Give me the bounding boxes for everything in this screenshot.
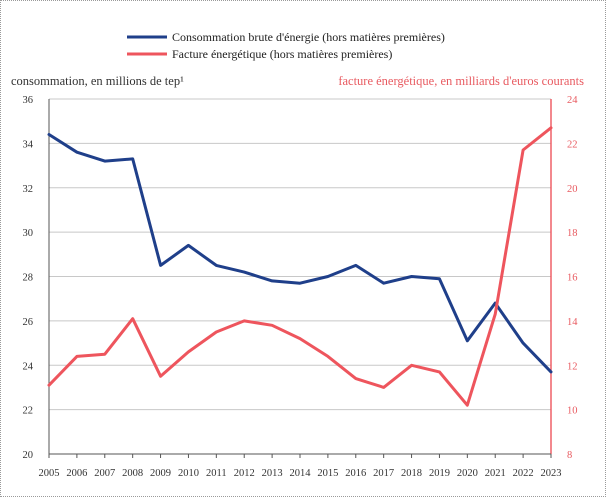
x-tick-label: 2007 bbox=[94, 468, 115, 479]
y-tick-left: 36 bbox=[23, 95, 34, 106]
y-tick-left: 26 bbox=[23, 317, 34, 328]
y-tick-right: 16 bbox=[567, 273, 578, 284]
series-line-facture bbox=[47, 126, 553, 407]
y-tick-left: 28 bbox=[23, 273, 34, 284]
x-tick-label: 2021 bbox=[485, 468, 506, 479]
x-tick-label: 2014 bbox=[290, 468, 312, 479]
series-lines bbox=[47, 126, 553, 407]
y-tick-right: 20 bbox=[567, 184, 578, 195]
legend: Consommation brute d'énergie (hors matiè… bbox=[127, 30, 445, 61]
x-tick-label: 2012 bbox=[234, 468, 255, 479]
y-axis-left-title: consommation, en millions de tep¹ bbox=[11, 74, 184, 88]
x-tick-label: 2023 bbox=[541, 468, 562, 479]
x-tick-label: 2016 bbox=[345, 468, 366, 479]
axes bbox=[48, 99, 552, 458]
x-tick-label: 2006 bbox=[66, 468, 87, 479]
y-tick-left: 34 bbox=[23, 139, 34, 150]
gridlines bbox=[49, 98, 551, 455]
x-tick-label: 2011 bbox=[206, 468, 227, 479]
series-line-consommation bbox=[47, 133, 553, 374]
x-tick-label: 2010 bbox=[178, 468, 199, 479]
x-tick-label: 2015 bbox=[317, 468, 338, 479]
y-tick-left: 24 bbox=[23, 361, 34, 372]
legend-label-facture: Facture énergétique (hors matières premi… bbox=[172, 47, 392, 61]
y-tick-right: 22 bbox=[567, 139, 578, 150]
y-tick-left: 20 bbox=[23, 450, 34, 461]
y-tick-left: 32 bbox=[23, 184, 34, 195]
y-tick-right: 10 bbox=[567, 406, 578, 417]
x-tick-label: 2018 bbox=[401, 468, 422, 479]
x-tick-label: 2019 bbox=[429, 468, 450, 479]
y-tick-right: 24 bbox=[567, 95, 578, 106]
y-tick-left: 22 bbox=[23, 406, 34, 417]
x-tick-label: 2009 bbox=[150, 468, 171, 479]
x-tick-label: 2005 bbox=[39, 468, 60, 479]
legend-label-consommation: Consommation brute d'énergie (hors matiè… bbox=[172, 30, 445, 44]
y-tick-left: 30 bbox=[23, 228, 34, 239]
x-tick-label: 2017 bbox=[373, 468, 394, 479]
x-tick-label: 2022 bbox=[513, 468, 534, 479]
y-tick-right: 18 bbox=[567, 228, 578, 239]
y-axis-right-title: facture énergétique, en milliards d'euro… bbox=[338, 74, 584, 88]
x-tick-label: 2020 bbox=[457, 468, 478, 479]
x-tick-label: 2008 bbox=[122, 468, 143, 479]
y-tick-right: 8 bbox=[567, 450, 572, 461]
y-tick-right: 14 bbox=[567, 317, 578, 328]
x-tick-label: 2013 bbox=[262, 468, 283, 479]
y-tick-right: 12 bbox=[567, 361, 578, 372]
